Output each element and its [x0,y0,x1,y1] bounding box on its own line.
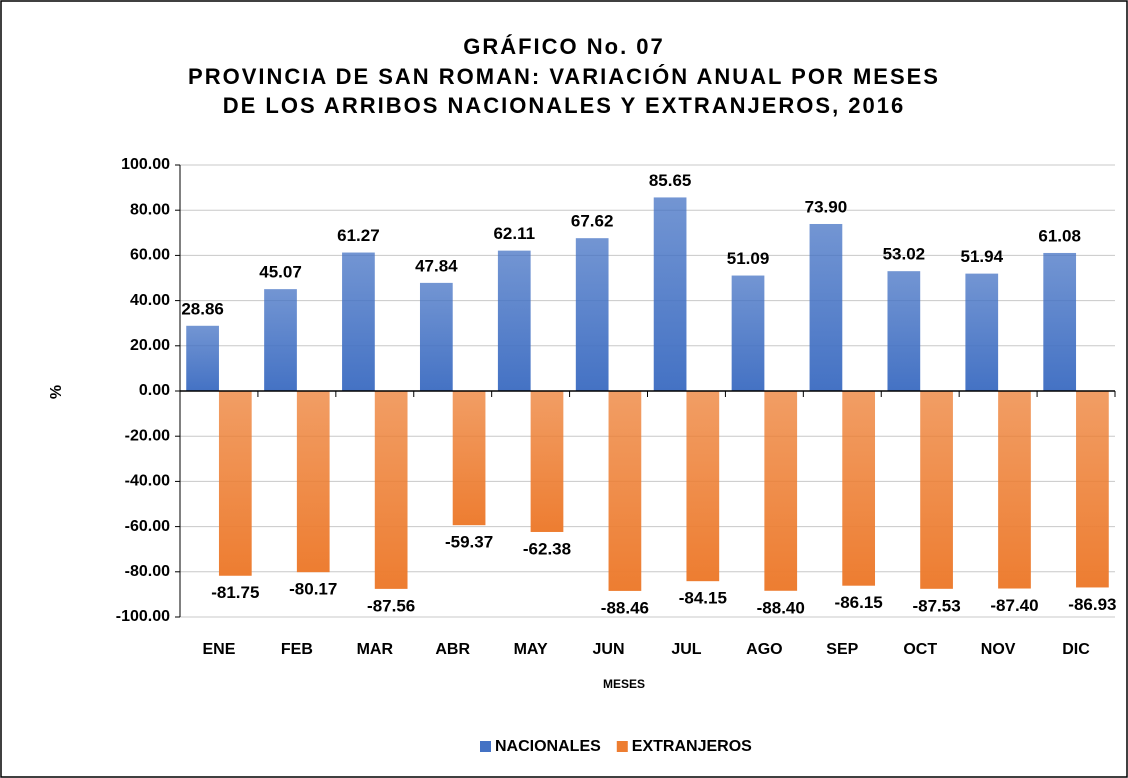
data-label: -59.37 [445,533,493,552]
x-tick-label: OCT [903,641,937,658]
data-label: -62.38 [523,539,571,558]
x-tick-label: AGO [746,641,782,658]
data-label: 51.09 [727,249,770,268]
x-tick-label: SEP [826,641,858,658]
x-tick-label: DIC [1062,641,1090,658]
bar [374,391,408,589]
legend-swatch [480,741,491,752]
bar [575,238,609,391]
bar [497,250,531,391]
bar [1076,391,1109,588]
bar [608,391,642,591]
y-tick-label: -80.00 [125,563,170,580]
data-label: -88.40 [757,598,805,617]
data-label: 53.02 [883,245,926,264]
bar [920,391,953,589]
x-tick-label: JUN [593,641,625,658]
x-tick-label: MAY [514,641,548,658]
x-axis-title: MESES [603,677,645,691]
bar [653,197,687,391]
data-label: -86.15 [835,593,883,612]
chart-title: PROVINCIA DE SAN ROMAN: VARIACIÓN ANUAL … [188,64,940,89]
bar [809,223,843,391]
bar [965,273,999,391]
data-label: 62.11 [493,224,535,243]
data-label: -84.15 [679,589,727,608]
y-tick-label: -100.00 [116,608,170,625]
data-label: -88.46 [601,598,649,617]
chart-title: DE LOS ARRIBOS NACIONALES Y EXTRANJEROS,… [223,93,906,118]
y-tick-label: 40.00 [130,292,170,309]
y-tick-label: -40.00 [125,473,170,490]
data-label: 73.90 [805,197,848,216]
y-tick-label: -60.00 [125,518,170,535]
chart-title: GRÁFICO No. 07 [463,34,665,59]
data-label: 45.07 [259,263,302,282]
bar [764,391,798,591]
x-tick-label: ENE [203,641,236,658]
bar [419,282,453,391]
y-axis-title: % [48,385,65,399]
data-label: -87.53 [912,596,960,615]
bar [887,271,921,391]
y-tick-label: 0.00 [139,382,170,399]
data-label: -80.17 [289,580,337,599]
x-tick-label: FEB [281,641,313,658]
data-label: -86.93 [1068,595,1116,614]
bar [1043,252,1077,391]
bar [342,252,375,391]
bar [998,391,1031,589]
data-label: 61.27 [337,226,380,245]
data-label: 28.86 [181,299,224,318]
x-tick-label: MAR [357,641,394,658]
bar [686,391,720,582]
data-label: 61.08 [1038,226,1081,245]
y-tick-label: -20.00 [125,427,170,444]
x-tick-label: NOV [981,641,1016,658]
data-label: 85.65 [649,171,692,190]
x-tick-label: JUL [671,641,701,658]
bar [296,391,330,573]
y-tick-label: 20.00 [130,337,170,354]
bar [186,325,219,391]
bar [842,391,876,586]
legend-label: NACIONALES [495,738,601,755]
bar [264,289,297,391]
data-label: -87.56 [367,596,415,615]
bar [731,275,765,391]
y-tick-label: 100.00 [121,156,170,173]
data-label: 51.94 [960,247,1003,266]
data-label: 67.62 [571,212,614,231]
bar [452,391,486,526]
data-label: 47.84 [415,256,458,275]
data-label: -81.75 [211,583,259,602]
x-tick-label: ABR [435,641,470,658]
y-tick-label: 80.00 [130,201,170,218]
bar [218,391,252,576]
legend-swatch [616,741,628,752]
data-label: -87.40 [990,596,1038,615]
legend-label: EXTRANJEROS [632,738,752,755]
y-tick-label: 60.00 [130,247,170,264]
bar [530,391,564,532]
